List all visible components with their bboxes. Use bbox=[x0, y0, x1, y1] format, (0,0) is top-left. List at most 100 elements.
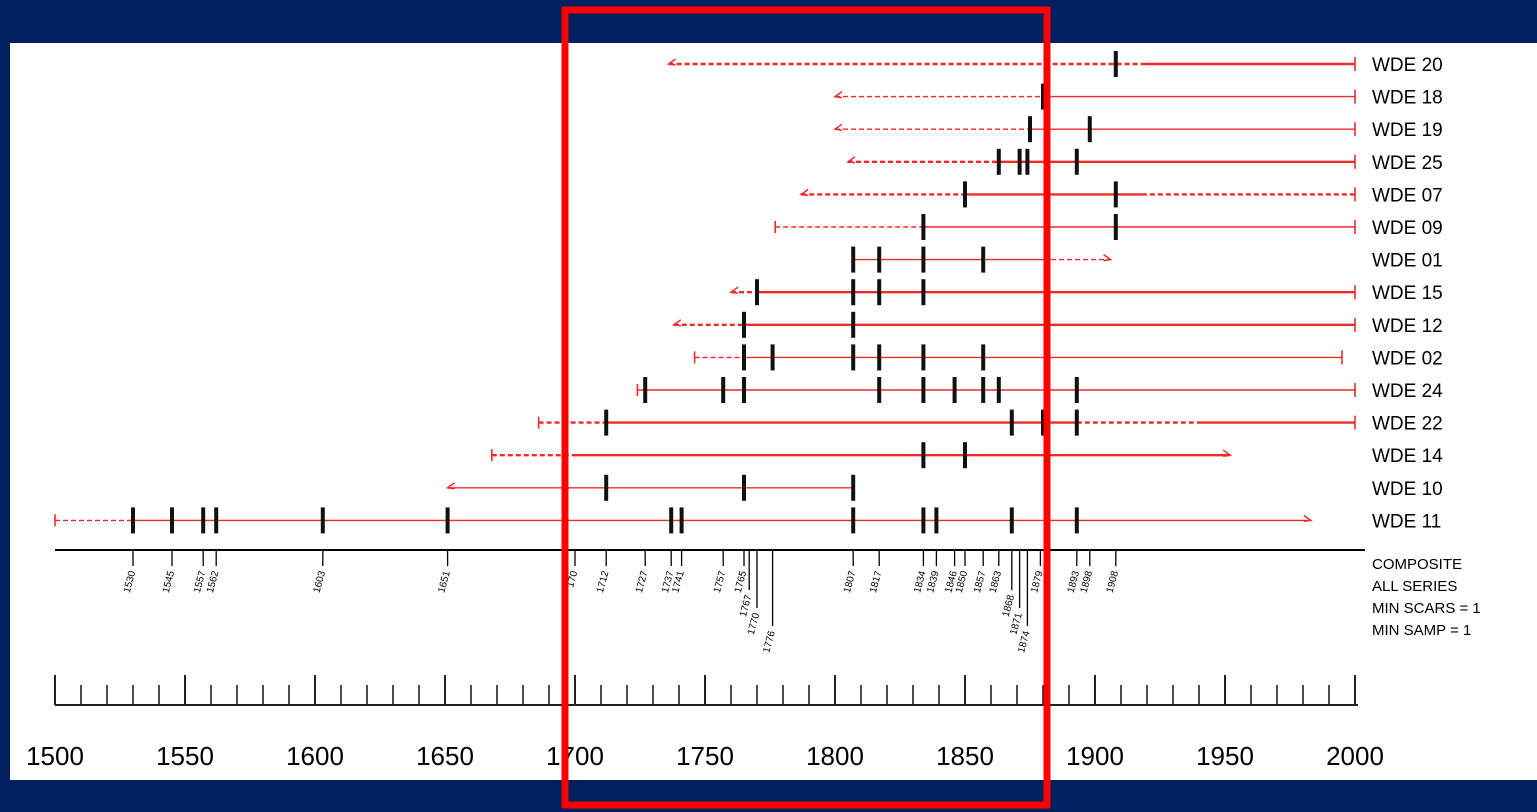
composite-label: ALL SERIES bbox=[1372, 578, 1457, 595]
fire-scar bbox=[934, 507, 939, 534]
fire-scar bbox=[742, 311, 746, 338]
fire-scar bbox=[996, 148, 1001, 175]
series-wde-01: WDE 01 bbox=[851, 246, 1443, 273]
series-wde-10: WDE 10 bbox=[445, 474, 1443, 501]
composite-year-label: 1712 bbox=[595, 569, 611, 594]
fire-scar bbox=[921, 344, 926, 371]
composite-year-label: 1757 bbox=[712, 569, 728, 594]
year-axis: 1500 1550 1600 1650 1700 1750 1800 1850 1900 1950… bbox=[26, 675, 1384, 771]
fire-scar bbox=[981, 246, 986, 273]
fire-scar bbox=[131, 507, 135, 534]
fire-scar bbox=[643, 377, 648, 403]
axis-tick-label: 1850 bbox=[936, 741, 994, 771]
axis-tick-label: 1800 bbox=[806, 741, 864, 771]
composite-year-label: 170 bbox=[565, 569, 580, 588]
series-wde-15: WDE 15 bbox=[729, 279, 1443, 306]
inner-ring-marker bbox=[729, 286, 739, 294]
series-wde-25: WDE 25 bbox=[846, 148, 1443, 175]
series-layer: WDE 20 WDE 18 WDE 19 WDE 25 WDE 07 WDE 09 WDE … bbox=[54, 51, 1443, 534]
composite-year-label: 1765 bbox=[733, 569, 749, 594]
fire-scar bbox=[963, 181, 967, 208]
inner-ring-marker bbox=[799, 188, 809, 197]
series-wde-24: WDE 24 bbox=[636, 377, 1443, 403]
fire-scar bbox=[604, 409, 609, 436]
series-label: WDE 01 bbox=[1372, 251, 1443, 272]
fire-scar bbox=[1009, 507, 1014, 534]
series-label: WDE 24 bbox=[1372, 381, 1443, 402]
inner-ring-marker bbox=[833, 123, 843, 131]
fire-scar bbox=[981, 377, 986, 403]
fire-scar bbox=[921, 507, 926, 534]
fire-scar bbox=[1025, 148, 1030, 175]
series-label: WDE 25 bbox=[1372, 153, 1443, 174]
composite-year-label: 1817 bbox=[868, 569, 884, 594]
series-label: WDE 14 bbox=[1372, 446, 1443, 467]
inner-ring-marker bbox=[671, 319, 682, 327]
fire-scar bbox=[877, 377, 882, 403]
series-wde-12: WDE 12 bbox=[671, 311, 1443, 338]
series-wde-09: WDE 09 bbox=[774, 214, 1443, 240]
axis-tick-label: 1700 bbox=[546, 741, 604, 771]
outer-ring-marker bbox=[1303, 514, 1313, 523]
fire-scar bbox=[851, 344, 856, 371]
fire-scar bbox=[851, 246, 856, 273]
fire-scar bbox=[1074, 377, 1079, 403]
composite-year-label: 1727 bbox=[634, 569, 650, 594]
composite-year-label: 1879 bbox=[1029, 569, 1045, 594]
fire-scar bbox=[604, 474, 609, 501]
fire-scar bbox=[1074, 148, 1079, 175]
series-label: WDE 02 bbox=[1372, 348, 1443, 369]
composite-year-label: 1545 bbox=[161, 569, 177, 594]
composite-year-label: 1857 bbox=[972, 569, 988, 594]
fire-scar bbox=[1041, 409, 1045, 436]
fire-scar bbox=[952, 377, 957, 403]
fire-scar bbox=[214, 507, 219, 534]
fire-scar bbox=[1113, 51, 1118, 77]
axis-tick-label: 1650 bbox=[416, 741, 474, 771]
axis-tick-label: 1500 bbox=[26, 741, 84, 771]
fire-scar bbox=[445, 507, 450, 534]
axis-tick-label: 2000 bbox=[1326, 741, 1384, 771]
series-label: WDE 12 bbox=[1372, 316, 1443, 337]
fire-scar bbox=[1113, 214, 1118, 240]
composite-label: MIN SCARS = 1 bbox=[1372, 600, 1481, 617]
fire-scar bbox=[1087, 116, 1092, 143]
inner-ring-marker bbox=[445, 482, 456, 490]
fire-scar bbox=[742, 474, 746, 501]
composite-year-label: 1807 bbox=[842, 569, 858, 594]
fire-scar bbox=[320, 507, 325, 534]
outer-ring-marker bbox=[1222, 449, 1233, 457]
fire-scar bbox=[1017, 148, 1022, 175]
composite-year-label: 1530 bbox=[122, 569, 138, 594]
series-wde-14: WDE 14 bbox=[490, 442, 1443, 469]
series-wde-11: WDE 11 bbox=[54, 507, 1441, 534]
series-label: WDE 10 bbox=[1372, 479, 1443, 500]
series-wde-07: WDE 07 bbox=[799, 181, 1443, 208]
axis-tick-label: 1900 bbox=[1066, 741, 1124, 771]
series-label: WDE 15 bbox=[1372, 283, 1443, 304]
series-label: WDE 22 bbox=[1372, 414, 1443, 435]
inner-ring-marker bbox=[846, 156, 856, 164]
composite-year-label: 1603 bbox=[312, 569, 328, 594]
fire-scar bbox=[921, 214, 926, 240]
fire-history-chart: WDE 20 WDE 18 WDE 19 WDE 25 WDE 07 WDE 09 WDE … bbox=[26, 51, 1481, 771]
composite-year-label: 1908 bbox=[1105, 569, 1121, 594]
fire-scar bbox=[877, 344, 882, 371]
fire-scar bbox=[851, 311, 856, 338]
series-label: WDE 19 bbox=[1372, 120, 1443, 141]
fire-scar bbox=[996, 377, 1001, 403]
fire-scar bbox=[851, 474, 856, 501]
composite-label: MIN SAMP = 1 bbox=[1372, 622, 1471, 639]
axis-tick-label: 1750 bbox=[676, 741, 734, 771]
series-wde-19: WDE 19 bbox=[833, 116, 1443, 143]
fire-scar bbox=[742, 377, 746, 403]
series-label: WDE 11 bbox=[1372, 511, 1441, 532]
fire-scar bbox=[1041, 83, 1045, 110]
fire-scar bbox=[721, 377, 726, 403]
fire-scar bbox=[170, 507, 174, 534]
fire-scar bbox=[963, 442, 967, 469]
fire-scar bbox=[921, 279, 926, 306]
fire-scar bbox=[1074, 409, 1079, 436]
fire-scar bbox=[921, 442, 926, 469]
fire-scar bbox=[669, 507, 674, 534]
